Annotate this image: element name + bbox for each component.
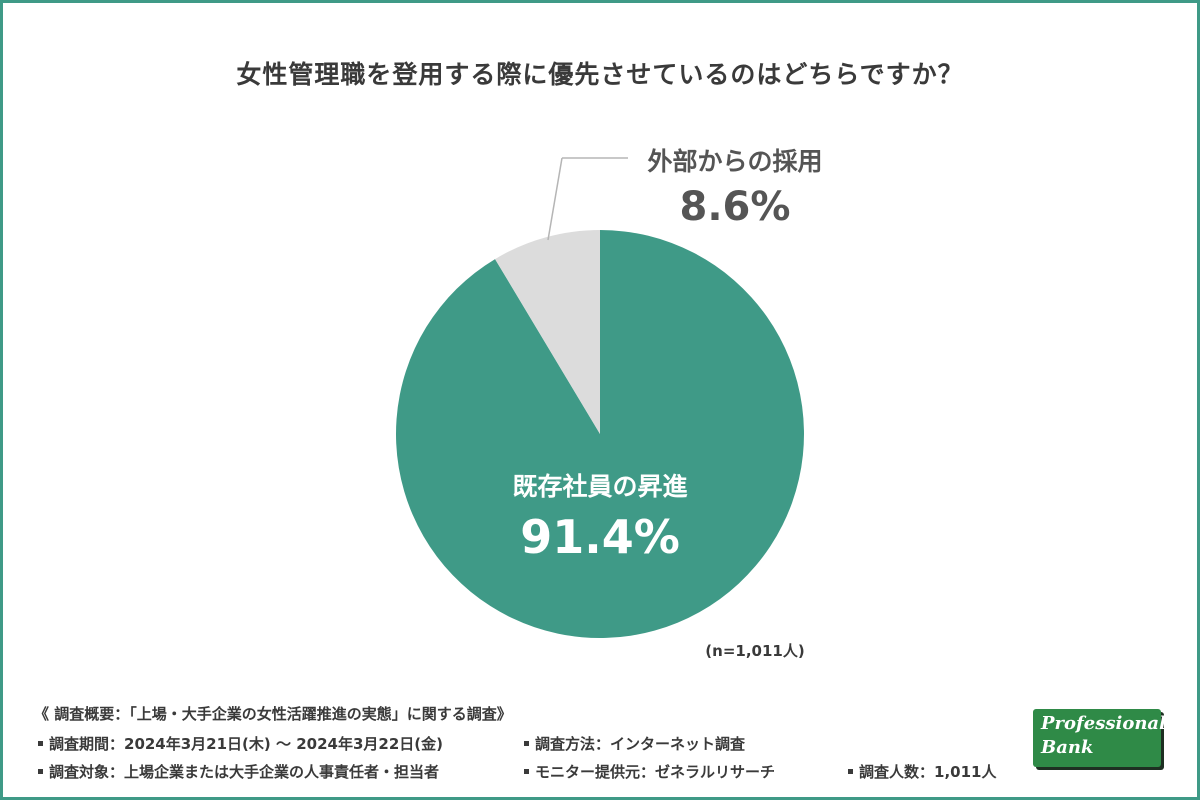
survey-period-text: 調査期間：2024年3月21日(木) 〜 2024年3月22日(金) [49,735,443,753]
bullet-icon [38,740,43,746]
leader-line [547,157,563,241]
bullet-icon [524,740,529,746]
slice-label-external-hire: 外部からの採用 [647,147,823,176]
pie-slice-promotion [396,230,805,638]
survey-heading: 《 調査概要：「上場・大手企業の女性活躍推進の実態」に関する調査》 [34,705,512,723]
survey-method: 調査方法：インターネット調査 [522,733,745,754]
survey-provider-text: モニター提供元：ゼネラルリサーチ [535,763,776,781]
survey-count: 調査人数：1,011人 [846,761,996,782]
professional-bank-logo: Professional Bank [1033,709,1166,767]
slice-value-promotion: 91.4% [520,510,680,564]
survey-provider: モニター提供元：ゼネラルリサーチ [522,761,775,782]
bullet-icon [848,768,853,774]
pie-slice-external-hire [495,230,600,434]
survey-count-text: 調査人数：1,011人 [859,763,997,781]
logo-line-1: Professional [1041,713,1166,734]
logo-line-2: Bank [1041,737,1094,758]
chart-title: 女性管理職を登用する際に優先させているのはどちらですか？ [236,60,964,89]
survey-method-text: 調査方法：インターネット調査 [535,735,746,753]
bullet-icon [38,768,43,774]
sample-size-note: (n=1,011人) [705,642,805,660]
bullet-icon [524,768,529,774]
slice-value-external-hire: 8.6% [679,184,791,230]
survey-target-text: 調査対象：上場企業または大手企業の人事責任者・担当者 [49,763,440,781]
slice-label-promotion: 既存社員の昇進 [512,472,688,501]
survey-target: 調査対象：上場企業または大手企業の人事責任者・担当者 [36,761,439,782]
survey-period: 調査期間：2024年3月21日(木) 〜 2024年3月22日(金) [36,733,443,754]
